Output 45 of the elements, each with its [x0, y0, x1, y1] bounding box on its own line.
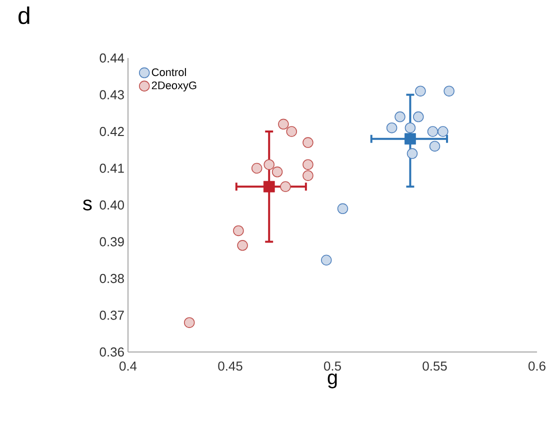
point	[302, 137, 314, 148]
point	[413, 111, 424, 122]
point	[302, 159, 314, 170]
x-tick-label: 0.6	[528, 361, 546, 371]
y-tick-label: 0.38	[100, 274, 124, 284]
y-tick-label: 0.37	[100, 310, 124, 320]
y-tick-label: 0.36	[100, 347, 124, 357]
point	[302, 170, 314, 181]
y-tick-label: 0.39	[100, 237, 124, 246]
point	[272, 166, 283, 178]
y-axis-title: s	[83, 200, 92, 210]
point	[429, 140, 440, 152]
point	[184, 317, 195, 328]
point	[386, 122, 398, 134]
point	[438, 126, 448, 137]
point	[263, 180, 275, 192]
point	[415, 86, 426, 96]
point	[237, 240, 248, 251]
chart-title: d	[18, 6, 30, 24]
y-tick-label: 0.40	[100, 200, 124, 210]
point	[233, 225, 244, 236]
point	[280, 181, 291, 192]
point	[264, 159, 274, 170]
legend-label: 2DeoxyG	[152, 82, 196, 92]
x-axis-title: g	[328, 374, 337, 388]
y-tick-label: 0.41	[100, 164, 124, 173]
point	[394, 111, 406, 122]
point	[337, 203, 348, 214]
point	[444, 86, 454, 96]
x-tick-label: 0.4	[120, 361, 137, 371]
legend-label: Control	[152, 68, 186, 76]
x-tick-label: 0.55	[422, 361, 447, 371]
y-tick-label: 0.43	[100, 90, 124, 100]
x-tick-label: 0.45	[218, 361, 242, 371]
y-tick-label: 0.42	[100, 126, 124, 136]
x-tick-label: 0.5	[324, 361, 341, 371]
point	[320, 254, 332, 266]
point	[251, 162, 262, 174]
point	[406, 148, 418, 159]
point	[404, 133, 416, 145]
y-tick-label: 0.44	[100, 53, 124, 63]
point	[278, 118, 289, 130]
point	[404, 122, 416, 134]
point	[427, 126, 438, 137]
point	[286, 126, 297, 137]
